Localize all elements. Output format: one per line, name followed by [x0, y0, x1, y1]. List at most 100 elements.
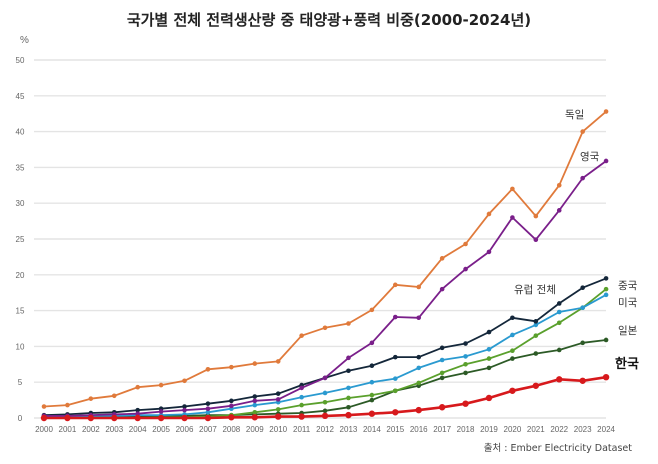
y-tick-label: 15 [16, 307, 25, 316]
point-korea-2013 [345, 411, 352, 419]
point-germany-2004 [135, 384, 140, 390]
line-germany [43, 110, 607, 408]
point-us-2022 [556, 309, 562, 315]
point-germany-2023 [580, 129, 585, 134]
x-tick-label: 2012 [316, 425, 334, 434]
point-europe-2016 [416, 354, 422, 360]
point-uk-2018 [463, 266, 468, 272]
point-korea-2012 [321, 412, 329, 420]
point-europe-2018 [463, 341, 468, 346]
point-china-2018 [463, 362, 468, 367]
x-tick-label: 2007 [199, 425, 217, 434]
point-germany-2013 [346, 321, 351, 326]
point-germany-2008 [229, 364, 234, 370]
point-us-2007 [205, 409, 211, 415]
point-korea-2021 [532, 382, 540, 389]
point-japan-2018 [463, 370, 468, 376]
point-japan-2022 [556, 347, 562, 353]
x-tick-label: 2001 [59, 425, 77, 434]
point-germany-2012 [322, 325, 328, 331]
y-tick-label: 25 [16, 235, 25, 244]
point-europe-2008 [229, 398, 234, 404]
point-korea-2014 [368, 410, 376, 417]
x-tick-label: 2017 [433, 425, 451, 434]
point-japan-2014 [369, 397, 375, 403]
y-tick-label: 45 [16, 92, 25, 101]
y-tick-label: 5 [18, 378, 23, 387]
x-tick-label: 2009 [246, 425, 264, 434]
series-korea [40, 373, 610, 422]
point-europe-2024 [603, 276, 609, 281]
point-germany-2017 [439, 256, 445, 261]
x-tick-label: 2013 [340, 425, 358, 434]
point-us-2024 [603, 292, 609, 298]
point-uk-2005 [158, 409, 164, 414]
point-uk-2010 [275, 397, 281, 402]
x-tick-label: 2022 [550, 425, 568, 434]
point-uk-2004 [135, 411, 140, 417]
point-japan-2020 [510, 356, 515, 361]
point-germany-2003 [111, 393, 117, 399]
point-us-2014 [369, 379, 375, 385]
point-europe-2010 [275, 391, 281, 396]
point-uk-2012 [322, 375, 328, 381]
point-europe-2007 [205, 401, 211, 406]
point-china-2011 [299, 402, 304, 408]
x-tick-label: 2023 [574, 425, 592, 434]
point-uk-2011 [299, 385, 304, 391]
point-europe-2014 [369, 363, 375, 369]
x-tick-label: 2000 [35, 425, 53, 434]
point-korea-2023 [579, 377, 586, 384]
chart-title: 국가별 전체 전력생산량 중 태양광+풍력 비중(2000-2024년) [127, 11, 531, 29]
source-note: 출처 : Ember Electricity Dataset [484, 442, 632, 454]
point-us-2018 [463, 354, 468, 359]
x-tick-label: 2004 [129, 425, 147, 434]
x-tick-label: 2005 [152, 425, 170, 434]
point-japan-2021 [533, 351, 539, 356]
point-uk-2022 [556, 208, 562, 213]
point-germany-2002 [88, 396, 94, 401]
point-uk-2021 [533, 237, 539, 243]
point-germany-2010 [275, 359, 281, 364]
point-korea-2019 [485, 394, 493, 402]
point-us-2016 [416, 365, 422, 371]
x-tick-label: 2010 [269, 425, 287, 434]
point-korea-2020 [509, 387, 516, 394]
label-germany: 독일 [565, 108, 584, 121]
point-europe-2013 [346, 368, 351, 374]
point-korea-2000 [40, 414, 48, 422]
y-tick-label: 35 [16, 163, 25, 172]
label-japan: 일본 [618, 324, 638, 337]
point-germany-2016 [416, 284, 422, 290]
point-germany-2022 [556, 183, 562, 188]
point-germany-2009 [252, 361, 258, 366]
y-axis-unit-label: % [20, 35, 29, 46]
point-us-2009 [252, 402, 258, 408]
point-china-2014 [369, 392, 375, 398]
point-uk-2008 [229, 403, 234, 409]
gridlines [34, 59, 606, 419]
label-korea: 한국 [615, 356, 639, 372]
point-uk-2024 [603, 158, 609, 164]
point-korea-2016 [415, 406, 422, 414]
point-us-2023 [580, 305, 585, 311]
point-europe-2017 [439, 345, 445, 351]
point-germany-2011 [299, 333, 304, 338]
point-china-2016 [416, 380, 422, 386]
point-korea-2007 [204, 414, 212, 422]
x-tick-label: 2020 [504, 425, 522, 434]
point-korea-2002 [87, 414, 95, 422]
point-china-2015 [393, 388, 398, 394]
point-japan-2019 [486, 365, 492, 371]
point-uk-2015 [393, 314, 398, 320]
point-korea-2015 [392, 409, 399, 416]
point-us-2020 [510, 332, 515, 338]
point-korea-2004 [134, 414, 141, 422]
point-china-2019 [486, 356, 492, 361]
point-europe-2004 [135, 407, 140, 413]
point-us-2015 [393, 376, 398, 381]
y-tick-label: 0 [18, 414, 23, 423]
point-korea-2011 [298, 413, 305, 420]
point-uk-2014 [369, 340, 375, 346]
